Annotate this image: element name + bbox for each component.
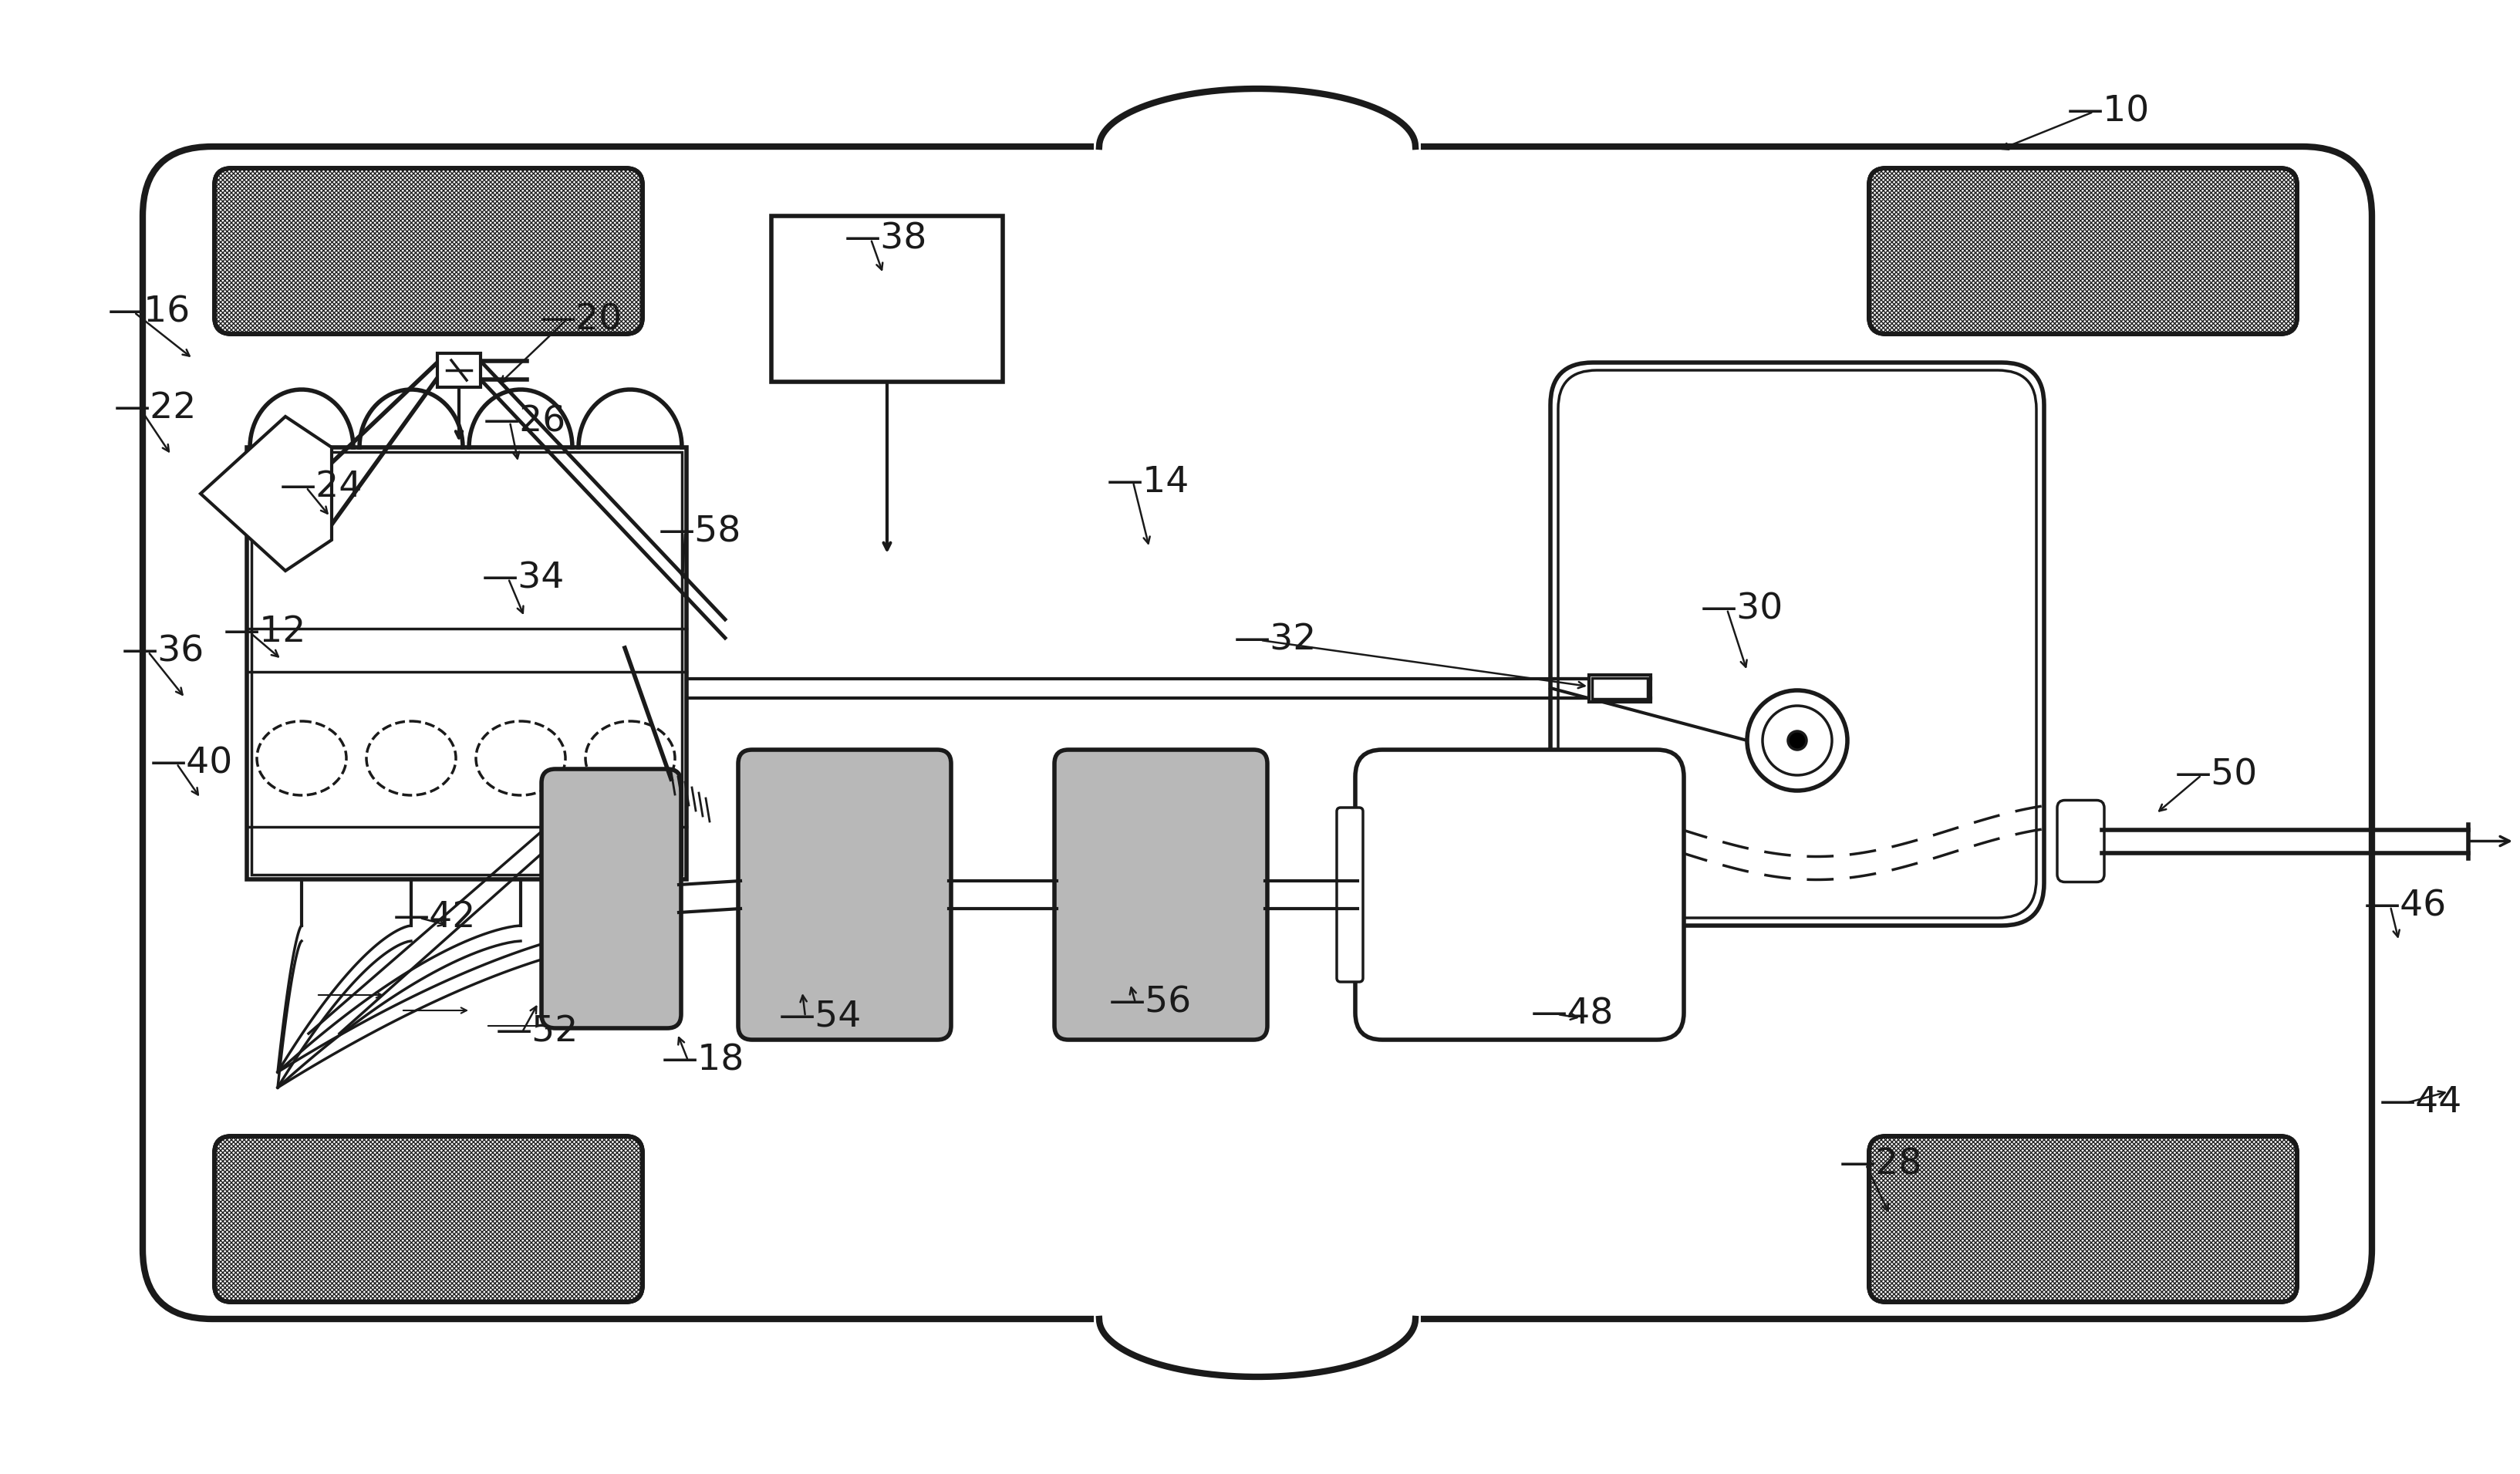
FancyBboxPatch shape — [542, 769, 680, 1029]
Circle shape — [1761, 706, 1832, 775]
Text: —14: —14 — [1106, 464, 1189, 500]
Text: —26: —26 — [484, 404, 567, 439]
FancyBboxPatch shape — [144, 146, 2371, 1319]
Text: —50: —50 — [2175, 758, 2258, 793]
Text: —52: —52 — [496, 1014, 580, 1049]
Ellipse shape — [257, 721, 345, 796]
Text: —30: —30 — [1701, 593, 1784, 626]
Text: —38: —38 — [844, 221, 927, 256]
FancyBboxPatch shape — [1053, 750, 1268, 1039]
Bar — [1593, 678, 1648, 699]
Circle shape — [1789, 731, 1807, 750]
Bar — [247, 448, 685, 880]
Text: —54: —54 — [779, 999, 862, 1033]
FancyBboxPatch shape — [738, 750, 950, 1039]
Bar — [438, 354, 481, 388]
Text: —40: —40 — [151, 746, 234, 781]
Text: —20: —20 — [539, 302, 622, 338]
FancyBboxPatch shape — [214, 168, 643, 335]
Bar — [252, 453, 683, 874]
Polygon shape — [202, 417, 333, 570]
Text: —56: —56 — [1109, 985, 1192, 1020]
Text: —22: —22 — [113, 392, 197, 426]
FancyBboxPatch shape — [1356, 750, 1683, 1039]
FancyBboxPatch shape — [2056, 800, 2104, 881]
Text: —58: —58 — [658, 514, 741, 550]
FancyBboxPatch shape — [1870, 1136, 2298, 1302]
Ellipse shape — [365, 721, 456, 796]
Ellipse shape — [585, 721, 675, 796]
Text: —24: —24 — [280, 470, 363, 504]
FancyBboxPatch shape — [214, 1136, 643, 1302]
Text: —34: —34 — [481, 562, 564, 595]
Text: —28: —28 — [1840, 1147, 1923, 1182]
Text: —12: —12 — [224, 615, 307, 650]
Text: —42: —42 — [393, 901, 476, 935]
Bar — [1590, 675, 1651, 702]
Text: —10: —10 — [2066, 94, 2150, 130]
Bar — [771, 217, 1003, 382]
FancyBboxPatch shape — [1550, 363, 2044, 926]
Text: —44: —44 — [2379, 1086, 2462, 1120]
Text: —18: —18 — [663, 1044, 743, 1077]
Ellipse shape — [476, 721, 564, 796]
FancyBboxPatch shape — [1870, 168, 2298, 335]
Text: —36: —36 — [121, 634, 204, 669]
Text: —48: —48 — [1532, 996, 1613, 1032]
Text: —46: —46 — [2364, 889, 2447, 924]
Circle shape — [1746, 690, 1847, 790]
Text: —16: —16 — [108, 295, 192, 330]
FancyBboxPatch shape — [1336, 808, 1363, 982]
Text: —32: —32 — [1235, 624, 1318, 657]
